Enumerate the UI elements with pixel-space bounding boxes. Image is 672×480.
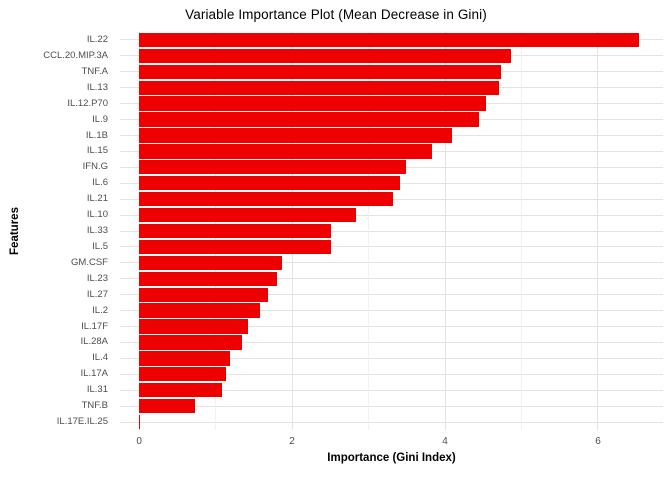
bar (139, 255, 283, 270)
bar (139, 303, 260, 318)
bar (139, 32, 639, 48)
chart-title: Variable Importance Plot (Mean Decrease … (185, 7, 487, 22)
bar (139, 287, 269, 302)
bar (139, 414, 140, 430)
bar (139, 64, 501, 79)
y-tick-label: IL.28A (80, 336, 108, 348)
h-gridline (120, 357, 663, 359)
bar (139, 176, 400, 191)
y-tick-label: IL.31 (86, 384, 108, 396)
y-axis-labels: IL.22 CCL.20.MIP.3A TNF.A IL.13 IL.12.P70 IL.… (0, 32, 108, 430)
bar (139, 319, 248, 334)
h-gridline (120, 230, 663, 232)
y-tick-label: IL.5 (92, 240, 108, 252)
y-tick-label: IL.17E.IL.25 (56, 416, 108, 428)
y-tick-label: IL.13 (86, 81, 108, 93)
bar (139, 335, 242, 350)
h-gridline (120, 326, 663, 328)
y-tick-label: IL.15 (86, 145, 108, 157)
h-gridline (120, 341, 663, 343)
bar (139, 207, 356, 223)
y-tick-label: IL.23 (86, 272, 108, 284)
y-tick-label: IL.17A (80, 368, 108, 380)
y-tick-label: IL.33 (86, 225, 108, 237)
h-gridline (120, 405, 663, 407)
bar (139, 80, 499, 95)
bar (139, 48, 511, 64)
h-gridline (120, 262, 663, 264)
y-tick-label: TNF.B (81, 400, 108, 412)
y-tick-label: IL.4 (92, 352, 108, 364)
h-gridline (120, 310, 663, 312)
bar (139, 223, 332, 239)
bar (139, 383, 223, 398)
y-tick-label: IL.10 (86, 209, 108, 221)
y-tick-label: IL.12.P70 (67, 97, 108, 109)
h-gridline (120, 389, 663, 391)
bar (139, 128, 452, 143)
x-tick-label: 6 (595, 436, 601, 447)
y-tick-label: CCL.20.MIP.3A (43, 49, 108, 61)
h-gridline (120, 294, 663, 296)
bar (139, 191, 394, 207)
h-gridline (120, 214, 663, 216)
x-tick-label: 2 (289, 436, 295, 447)
y-tick-label: IL.22 (86, 34, 108, 45)
y-tick-label: IL.21 (86, 193, 108, 205)
v-gridline-major (444, 32, 446, 430)
y-tick-label: IL.6 (92, 177, 108, 189)
y-tick-label: IL.1B (85, 129, 108, 141)
bar (139, 144, 433, 159)
x-tick-label: 4 (442, 436, 448, 447)
h-gridline (120, 246, 663, 248)
y-tick-label: IL.17F (81, 320, 108, 332)
y-tick-label: GM.CSF (71, 256, 108, 268)
bar (139, 351, 231, 366)
y-tick-label: IL.27 (86, 288, 108, 300)
bar (139, 160, 407, 175)
bar (139, 367, 226, 382)
bar (139, 112, 480, 127)
v-gridline-minor (368, 32, 370, 430)
bar (139, 398, 195, 414)
bar (139, 239, 332, 255)
v-gridline-major (597, 32, 599, 430)
h-gridline (120, 278, 663, 280)
h-gridline (120, 373, 663, 375)
plot-panel (120, 32, 663, 430)
bar (139, 96, 487, 111)
x-tick-label: 0 (136, 436, 142, 447)
y-tick-label: IL.9 (92, 113, 108, 125)
h-gridline (120, 421, 663, 423)
v-gridline-minor (521, 32, 522, 430)
x-axis-tick-labels: 0 2 4 6 (120, 436, 663, 449)
y-tick-label: IFN.G (82, 161, 108, 173)
x-axis-title: Importance (Gini Index) (327, 452, 456, 464)
y-tick-label: IL.2 (92, 304, 108, 316)
bar (139, 271, 277, 286)
y-tick-label: TNF.A (81, 65, 108, 77)
